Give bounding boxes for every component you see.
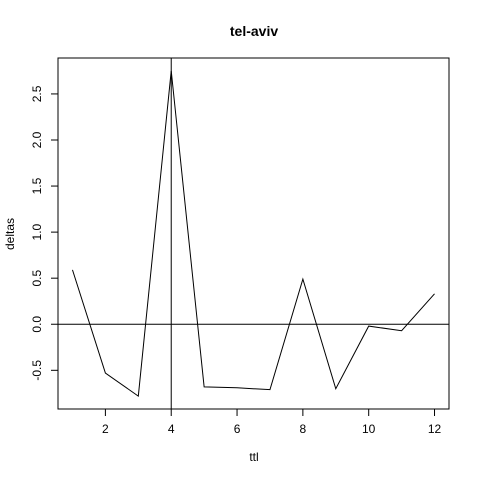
x-tick-label: 6 [234,422,241,436]
x-tick-label: 4 [168,422,175,436]
y-tick-label: -0.5 [30,360,44,381]
y-tick-label: 2.0 [30,131,44,148]
x-tick-label: 2 [102,422,109,436]
y-tick-label: 2.5 [30,85,44,102]
series-line-deltas [72,70,435,397]
x-axis-label: ttl [249,450,258,464]
x-tick-label: 10 [362,422,376,436]
x-tick-label: 12 [428,422,442,436]
plot-layer: 2 4 6 8 10 12 -0.5 0.0 0.5 1.0 1.5 2.0 2.5 [30,57,450,436]
y-tick-label: 1.0 [30,223,44,240]
plot-frame [57,57,450,410]
y-tick-label: 0.0 [30,316,44,333]
y-tick-label: 1.5 [30,177,44,194]
chart-title: tel-aviv [230,23,278,39]
y-axis-label: deltas [3,218,17,250]
x-tick-label: 8 [300,422,307,436]
y-tick-label: 0.5 [30,270,44,287]
